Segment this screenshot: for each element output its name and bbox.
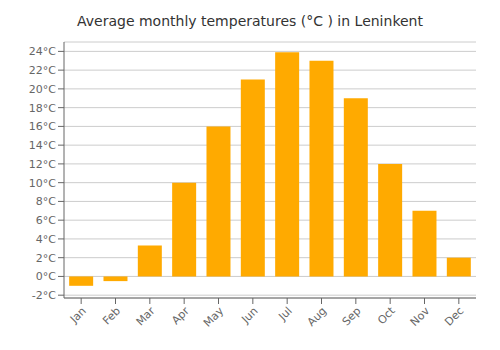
svg-text:Sep: Sep <box>340 304 364 328</box>
svg-text:-2°C: -2°C <box>32 289 56 302</box>
svg-text:18°C: 18°C <box>29 102 56 115</box>
svg-text:Jun: Jun <box>238 304 260 326</box>
svg-text:14°C: 14°C <box>29 139 56 152</box>
svg-text:May: May <box>201 304 227 330</box>
svg-text:24°C: 24°C <box>29 45 56 58</box>
html-text:Average monthly temperatures (: Average monthly temperatures (°C ) in Le… <box>77 13 423 29</box>
svg-text:16°C: 16°C <box>29 120 56 133</box>
svg-text:Feb: Feb <box>100 304 123 327</box>
svg-text:Oct: Oct <box>375 304 398 327</box>
svg-text:4°C: 4°C <box>36 233 56 246</box>
svg-text:22°C: 22°C <box>29 64 56 77</box>
svg-text:0°C: 0°C <box>36 270 56 283</box>
svg-text:6°C: 6°C <box>36 214 56 227</box>
svg-text:2°C: 2°C <box>36 252 56 265</box>
svg-text:8°C: 8°C <box>36 195 56 208</box>
svg-text:12°C: 12°C <box>29 158 56 171</box>
svg-text:Jul: Jul <box>276 304 295 323</box>
svg-text:Aug: Aug <box>305 304 329 328</box>
svg-text:10°C: 10°C <box>29 177 56 190</box>
svg-text:Nov: Nov <box>408 304 433 329</box>
svg-text:20°C: 20°C <box>29 83 56 96</box>
svg-text:Jan: Jan <box>67 304 89 326</box>
svg-text:Mar: Mar <box>134 304 158 328</box>
svg-text:Apr: Apr <box>169 304 192 327</box>
svg-text:Dec: Dec <box>442 304 466 328</box>
